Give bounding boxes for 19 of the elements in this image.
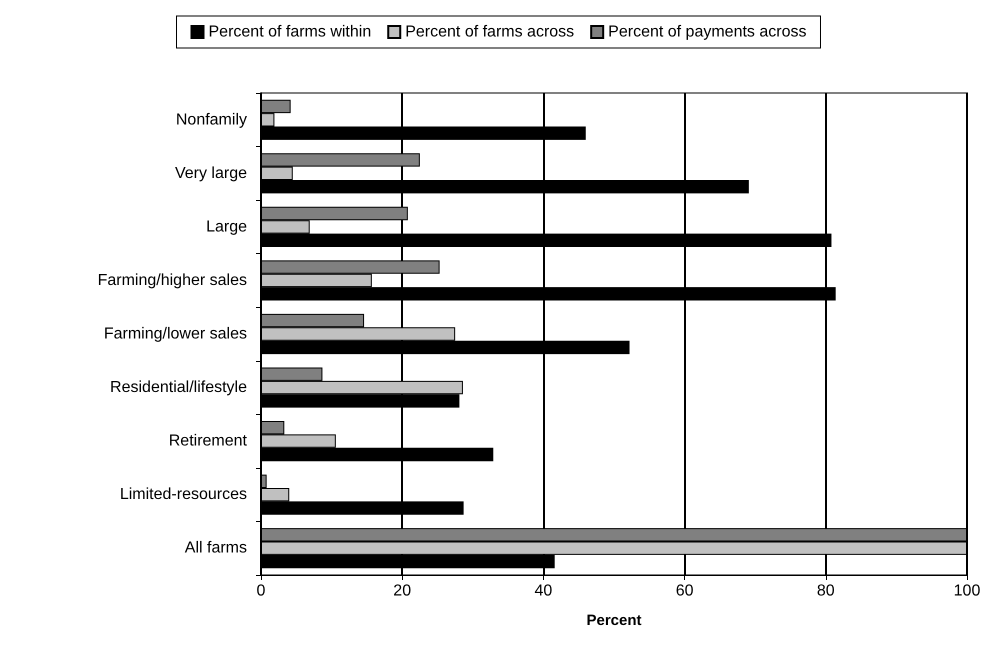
y-tick-label: Very large [174,164,248,182]
legend-label: Percent of farms within [208,24,372,40]
x-tick-label: 20 [393,582,412,600]
y-tick-label: Nonfamily [176,111,247,128]
x-axis-title: Percent [586,612,642,629]
y-tick-label: Farming/higher sales [98,272,247,289]
x-tick-label: 40 [534,582,552,600]
x-tick-label: 0 [256,582,266,600]
x-tick-label: 80 [816,582,835,600]
y-tick-label: Retirement [168,432,248,450]
legend-label: Percent of payments across [608,24,806,40]
x-tick-label: 60 [676,582,694,600]
y-tick-label: Limited-resources [120,486,247,504]
y-tick-label: Farming/lower sales [104,326,247,342]
y-tick-label: All farms [184,540,247,557]
y-tick-label: Large [206,218,248,236]
x-tick-label: 100 [954,582,980,600]
legend-label: Percent of farms across [405,24,574,40]
y-tick-label: Residential/lifestyle [110,379,248,396]
